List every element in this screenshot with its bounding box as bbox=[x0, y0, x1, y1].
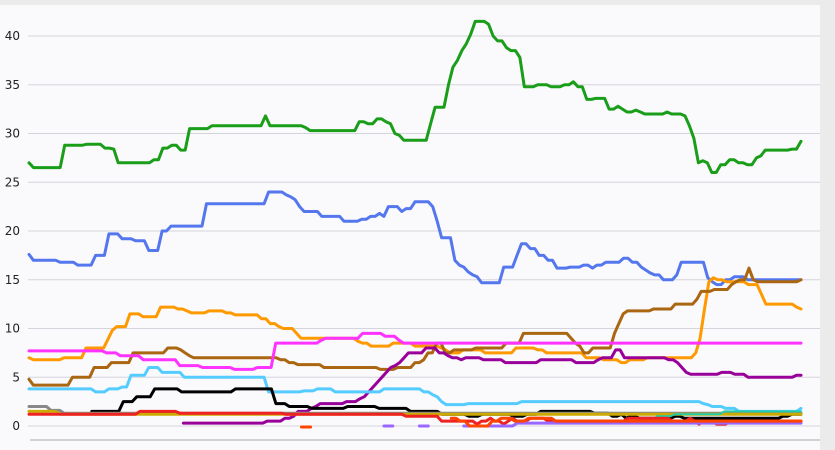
series-line-5 bbox=[27, 331, 803, 371]
series-line-13 bbox=[462, 421, 803, 428]
series-line-6 bbox=[181, 346, 803, 425]
series-line-7 bbox=[27, 366, 803, 413]
series-line-3 bbox=[27, 276, 803, 365]
y-tick-label: 40 bbox=[5, 29, 20, 43]
y-tick-label: 0 bbox=[12, 419, 20, 433]
y-tick-label: 25 bbox=[5, 175, 20, 189]
series-lines bbox=[27, 19, 803, 429]
y-tick-label: 20 bbox=[5, 224, 20, 238]
series-line-14 bbox=[449, 416, 803, 428]
y-tick-label: 15 bbox=[5, 273, 20, 287]
y-axis-ticks: 0 5 10 15 20 25 30 35 40 bbox=[5, 29, 20, 433]
gridlines bbox=[28, 35, 820, 427]
series-line-1 bbox=[27, 19, 803, 174]
series-line-4 bbox=[27, 266, 803, 387]
y-tick-label: 30 bbox=[5, 127, 20, 141]
y-tick-label: 10 bbox=[5, 322, 20, 336]
y-tick-label: 35 bbox=[5, 78, 20, 92]
y-tick-label: 5 bbox=[12, 370, 20, 384]
series-line-2 bbox=[27, 190, 803, 287]
series-line-11 bbox=[655, 410, 802, 418]
